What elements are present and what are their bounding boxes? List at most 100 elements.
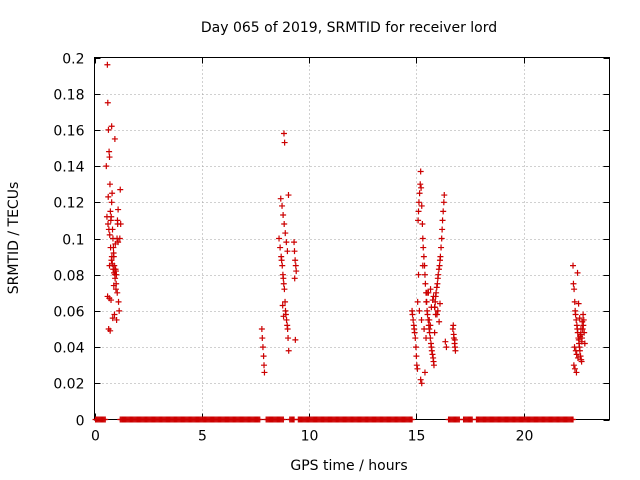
data-point <box>438 235 445 242</box>
data-point <box>574 269 581 276</box>
data-point <box>106 231 113 238</box>
data-point <box>114 217 121 224</box>
data-point <box>418 202 425 209</box>
data-point <box>412 344 419 351</box>
x-tick-label: 5 <box>198 429 207 445</box>
data-point <box>430 362 437 369</box>
data-point <box>284 248 291 255</box>
data-point <box>292 257 299 264</box>
data-point <box>277 244 284 251</box>
y-tick-label: 0.08 <box>53 269 84 285</box>
data-point <box>260 353 267 360</box>
y-tick-label: 0.16 <box>53 124 84 140</box>
data-point <box>413 362 420 369</box>
data-point <box>105 126 112 133</box>
data-point <box>575 300 582 307</box>
data-point <box>421 271 428 278</box>
data-point <box>409 311 416 318</box>
data-point <box>108 297 115 304</box>
data-point <box>427 286 434 293</box>
data-point <box>573 316 580 323</box>
data-point <box>259 344 266 351</box>
data-point <box>104 61 111 68</box>
y-tick-label: 0.14 <box>53 160 84 176</box>
data-point <box>113 316 120 323</box>
data-point <box>409 416 416 423</box>
data-point <box>282 230 289 237</box>
data-point <box>292 262 299 269</box>
data-point <box>571 365 578 372</box>
data-point <box>116 235 123 242</box>
data-point <box>576 315 583 322</box>
data-point <box>574 354 581 361</box>
data-point <box>420 253 427 260</box>
data-point <box>105 193 112 200</box>
data-point <box>418 380 425 387</box>
data-point <box>415 271 422 278</box>
data-point <box>427 322 434 329</box>
data-point <box>280 275 287 282</box>
data-point <box>279 262 286 269</box>
data-point <box>285 192 292 199</box>
data-points <box>92 61 588 423</box>
data-point <box>571 286 578 293</box>
data-point <box>419 262 426 269</box>
y-tick-label: 0.12 <box>53 196 84 212</box>
data-point <box>414 365 421 372</box>
y-axis-label: SRMTID / TECUs <box>6 182 22 295</box>
data-point <box>106 148 113 155</box>
data-point <box>105 221 112 228</box>
y-tick-label: 0.18 <box>53 88 84 104</box>
data-point <box>436 318 443 325</box>
data-point <box>422 280 429 287</box>
data-point <box>111 311 118 318</box>
data-point <box>117 186 124 193</box>
data-point <box>438 244 445 251</box>
data-point <box>284 326 291 332</box>
data-point <box>110 266 117 273</box>
data-point <box>112 286 119 293</box>
data-point <box>424 289 431 296</box>
data-point <box>580 311 587 318</box>
data-point <box>105 226 112 233</box>
data-point <box>570 362 577 369</box>
data-point <box>109 190 116 197</box>
data-point <box>412 335 419 342</box>
grid-lines <box>94 57 610 420</box>
data-point <box>572 347 579 354</box>
data-point <box>570 416 577 423</box>
data-point <box>433 289 440 296</box>
data-point <box>109 315 116 322</box>
data-point <box>418 184 425 191</box>
data-point <box>281 139 288 146</box>
data-point <box>442 338 449 345</box>
data-point <box>435 266 442 273</box>
data-point <box>575 336 582 343</box>
data-point <box>451 336 458 343</box>
data-point <box>115 298 122 305</box>
data-point <box>291 239 298 246</box>
data-point <box>281 286 288 293</box>
data-point <box>410 316 417 323</box>
data-point <box>280 130 287 137</box>
data-point <box>102 416 109 423</box>
x-tick-label: 15 <box>408 429 426 445</box>
data-point <box>432 311 439 318</box>
data-point <box>277 195 284 202</box>
data-point <box>434 280 441 287</box>
data-point <box>579 318 586 325</box>
y-tick-label: 0.1 <box>62 233 84 249</box>
data-point <box>108 253 115 260</box>
data-point <box>435 271 442 278</box>
data-point <box>280 416 287 423</box>
data-point <box>419 235 426 242</box>
data-point <box>280 211 287 218</box>
data-point <box>112 240 119 247</box>
data-point <box>420 244 427 251</box>
data-point <box>452 347 459 354</box>
data-point <box>414 298 421 305</box>
data-point <box>423 335 430 342</box>
data-point <box>573 351 580 358</box>
data-point <box>106 181 113 188</box>
